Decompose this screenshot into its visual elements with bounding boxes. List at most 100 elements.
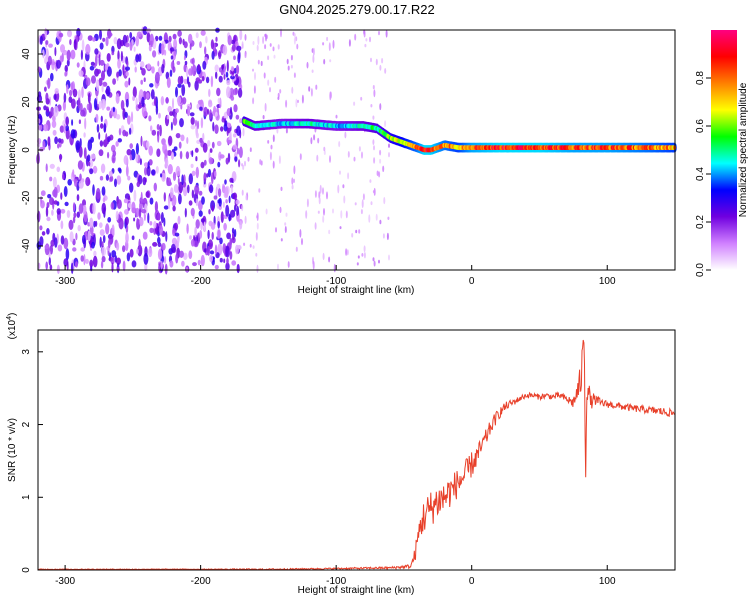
noise-blob	[141, 209, 147, 214]
noise-blob	[191, 189, 195, 199]
noise-blob	[360, 209, 363, 215]
snr-frame	[37, 329, 676, 571]
noise-blob	[226, 232, 232, 240]
noise-blob	[363, 245, 366, 253]
snr-y-multiplier-base: (x10	[7, 319, 18, 339]
noise-blob	[214, 264, 219, 270]
noise-blob	[220, 69, 224, 76]
noise-blob	[332, 39, 335, 49]
noise-blob	[160, 96, 165, 106]
noise-blob	[149, 33, 154, 46]
noise-blob	[385, 29, 388, 38]
noise-blob	[47, 55, 53, 66]
noise-blob	[379, 64, 382, 71]
noise-blob	[186, 76, 190, 85]
noise-blob	[146, 32, 151, 43]
noise-blob	[84, 117, 87, 130]
snr-y-multiplier-exp: 4	[6, 316, 13, 320]
noise-blob	[354, 202, 357, 206]
noise-blob	[99, 222, 103, 229]
noise-blob	[174, 112, 177, 119]
noise-blob	[200, 254, 205, 267]
noise-blob	[194, 226, 197, 238]
noise-blob	[364, 43, 367, 48]
noise-blob	[194, 184, 200, 195]
noise-blob	[157, 248, 163, 260]
noise-blob	[169, 260, 174, 268]
noise-blob	[244, 53, 247, 59]
noise-blob	[176, 96, 182, 104]
noise-blob	[85, 43, 91, 55]
noise-blob	[165, 231, 168, 242]
noise-blob	[73, 39, 77, 50]
noise-blob	[207, 108, 210, 115]
noise-blob	[343, 195, 346, 204]
snr-x-tick-label: 100	[599, 576, 616, 587]
noise-blob	[115, 93, 120, 104]
noise-blob	[105, 88, 110, 95]
noise-blob	[125, 71, 130, 77]
noise-blob	[116, 257, 121, 265]
noise-blob	[178, 37, 182, 45]
noise-blob	[189, 235, 192, 240]
noise-blob	[95, 79, 100, 92]
noise-blob	[293, 165, 296, 175]
noise-blob	[200, 30, 206, 36]
noise-blob	[145, 191, 150, 198]
noise-blob	[96, 123, 100, 133]
noise-blob	[89, 65, 95, 71]
noise-blob	[228, 213, 231, 222]
noise-blob	[232, 133, 237, 138]
noise-blob	[201, 76, 205, 82]
noise-blob	[338, 141, 341, 148]
noise-blob	[323, 146, 326, 152]
noise-blob	[318, 197, 321, 205]
noise-blob	[287, 261, 290, 268]
noise-blob	[355, 229, 358, 234]
noise-blob	[108, 170, 113, 177]
noise-blob	[180, 104, 183, 110]
noise-blob	[346, 249, 349, 256]
noise-blob	[215, 71, 218, 80]
noise-blob	[172, 33, 177, 40]
noise-blob	[71, 98, 76, 109]
spectrogram-x-tick-label: 100	[599, 276, 616, 287]
noise-blob	[87, 230, 91, 242]
noise-blob	[157, 242, 162, 248]
noise-blob	[115, 141, 119, 147]
noise-blob	[40, 190, 46, 197]
colorbar-gradient	[711, 30, 737, 270]
noise-blob	[241, 43, 244, 49]
noise-blob	[68, 219, 74, 230]
noise-blob	[245, 194, 248, 201]
noise-blob	[99, 140, 104, 147]
noise-blob	[299, 229, 302, 238]
snr-x-tick-label: -300	[55, 576, 75, 587]
noise-blob	[178, 181, 183, 194]
colorbar-tick-label: 0.0	[695, 263, 706, 277]
noise-blob	[223, 73, 226, 80]
noise-blob	[207, 168, 212, 178]
noise-blob	[212, 121, 215, 132]
snr-y-tick-label: 1	[21, 494, 32, 500]
noise-blob	[155, 35, 159, 42]
noise-blob	[109, 175, 114, 182]
noise-blob	[204, 248, 207, 253]
noise-blob	[206, 173, 209, 178]
noise-blob	[267, 79, 270, 86]
snr-y-label: SNR (10 * v/v)	[7, 418, 18, 482]
noise-blob	[147, 212, 150, 224]
noise-blob	[205, 76, 210, 84]
noise-blob	[236, 263, 240, 274]
noise-blob	[370, 104, 373, 108]
noise-blob	[223, 222, 227, 231]
noise-blob	[102, 197, 106, 203]
noise-blob	[123, 155, 129, 165]
noise-blob	[166, 181, 172, 186]
noise-blob	[215, 186, 218, 199]
noise-blob	[81, 86, 84, 99]
noise-blob	[147, 161, 150, 169]
noise-blob	[56, 264, 60, 274]
snr-series-line	[37, 339, 675, 571]
noise-blob	[82, 199, 86, 207]
